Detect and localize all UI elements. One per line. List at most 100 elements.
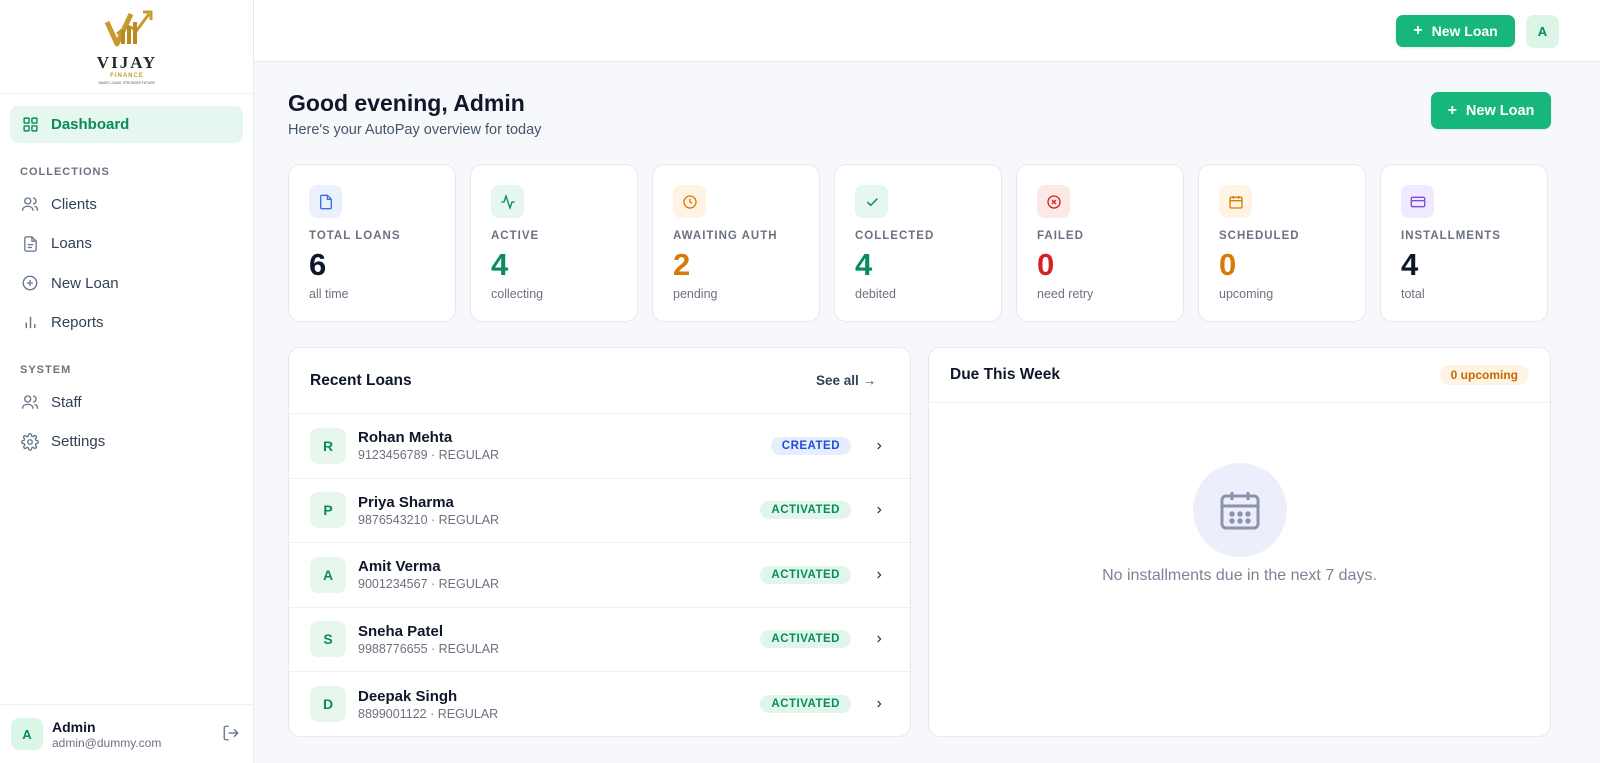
stat-note: total (1401, 287, 1425, 301)
client-name: Priya Sharma (358, 493, 454, 511)
client-meta: 9001234567 · REGULAR (358, 577, 500, 592)
client-avatar: D (310, 686, 346, 723)
see-all-link[interactable]: See all → (815, 373, 876, 388)
stat-note: debited (855, 287, 897, 301)
loan-row[interactable]: R Rohan Mehta 9123456789 · REGULAR CREAT… (289, 414, 910, 479)
stat-value: 0 (1037, 247, 1055, 282)
sidebar-item-dashboard[interactable]: Dashboard (10, 106, 243, 143)
bar-chart-icon (20, 313, 40, 333)
new-loan-button[interactable]: + New Loan (1431, 92, 1551, 129)
loan-row[interactable]: A Amit Verma 9001234567 · REGULAR ACTIVA… (289, 543, 910, 608)
activity-icon (491, 185, 524, 218)
section-collections: COLLECTIONS (20, 165, 110, 178)
upcoming-badge: 0 upcoming (1439, 365, 1529, 385)
sidebar-item-label: Staff (51, 393, 82, 411)
stat-card-awaiting-auth: AWAITING AUTH 2 pending (652, 164, 820, 322)
stat-note: all time (309, 287, 349, 301)
empty-state: No installments due in the next 7 days. (929, 403, 1550, 736)
grid-icon (20, 115, 40, 135)
client-name: Amit Verma (358, 558, 441, 576)
calendar-icon (1192, 463, 1287, 557)
user-email: admin@dummy.com (52, 735, 162, 750)
section-system: SYSTEM (20, 363, 72, 376)
sidebar-item-label: Loans (51, 235, 92, 252)
users-icon (20, 392, 40, 412)
sidebar-item-new-loan[interactable]: New Loan (10, 265, 243, 302)
status-badge: ACTIVATED (760, 501, 851, 520)
stat-label: AWAITING AUTH (673, 230, 778, 242)
empty-state-text: No installments due in the next 7 days. (1102, 567, 1377, 584)
stats-row: TOTAL LOANS 6 all time ACTIVE 4 collecti… (288, 164, 1548, 322)
recent-loans-title: Recent Loans (310, 371, 412, 389)
x-circle-icon (1037, 185, 1070, 218)
sidebar-item-reports[interactable]: Reports (10, 304, 243, 341)
user-name: Admin (52, 718, 96, 735)
plus-icon: + (1413, 22, 1423, 39)
stat-note: collecting (491, 287, 544, 301)
status-badge: ACTIVATED (760, 565, 851, 584)
stat-note: upcoming (1219, 287, 1274, 301)
loan-row[interactable]: S Sneha Patel 9988776655 · REGULAR ACTIV… (289, 608, 910, 672)
topbar-avatar[interactable]: A (1526, 15, 1559, 48)
stat-value: 0 (1219, 247, 1237, 282)
topbar-new-loan-button[interactable]: + New Loan (1396, 15, 1515, 47)
due-this-week-card: Due This Week 0 upcoming No installments… (928, 347, 1551, 737)
logout-icon[interactable] (222, 724, 242, 744)
chevron-right-icon (869, 634, 889, 644)
page-subtitle: Here's your AutoPay overview for today (288, 122, 542, 138)
status-badge: CREATED (770, 436, 851, 455)
client-meta: 9876543210 · REGULAR (358, 512, 500, 527)
stat-label: COLLECTED (855, 230, 935, 242)
client-name: Sneha Patel (358, 622, 444, 640)
stat-note: pending (673, 287, 718, 301)
users-icon (20, 194, 40, 214)
sidebar-item-label: Settings (51, 433, 106, 450)
client-avatar: R (310, 427, 346, 464)
file-icon (20, 234, 40, 254)
svg-text:SMART LOANS. STRONGER FUTURE.: SMART LOANS. STRONGER FUTURE. (98, 81, 155, 85)
client-name: Deepak Singh (358, 687, 458, 705)
stat-note: need retry (1037, 287, 1094, 301)
stat-card-installments: INSTALLMENTS 4 total (1380, 164, 1548, 322)
stat-value: 2 (673, 247, 691, 282)
stat-label: INSTALLMENTS (1401, 230, 1501, 242)
sidebar-item-loans[interactable]: Loans (10, 225, 243, 262)
client-avatar: A (310, 556, 346, 593)
page-title: Good evening, Admin (288, 90, 525, 116)
client-meta: 9123456789 · REGULAR (358, 448, 500, 463)
stat-value: 4 (491, 247, 509, 282)
stat-label: FAILED (1037, 230, 1084, 242)
status-badge: ACTIVATED (760, 630, 851, 649)
stat-card-failed: FAILED 0 need retry (1016, 164, 1184, 322)
sidebar: VIJAY FINANCE SMART LOANS. STRONGER FUTU… (0, 0, 254, 763)
recent-loans-card: Recent Loans See all → R Rohan Mehta 912… (288, 347, 911, 737)
calendar-icon (1219, 185, 1252, 218)
client-meta: 8899001122 · REGULAR (358, 706, 499, 721)
sidebar-item-clients[interactable]: Clients (10, 186, 243, 223)
due-this-week-title: Due This Week (950, 366, 1060, 383)
vijay-logo-icon: VIJAY FINANCE SMART LOANS. STRONGER FUTU… (96, 10, 155, 85)
stat-value: 4 (855, 247, 873, 282)
stat-card-active: ACTIVE 4 collecting (470, 164, 638, 322)
svg-text:FINANCE: FINANCE (110, 73, 144, 79)
stat-label: SCHEDULED (1219, 230, 1300, 242)
sidebar-item-settings[interactable]: Settings (10, 423, 243, 460)
plus-icon: + (1447, 101, 1457, 119)
stat-label: TOTAL LOANS (309, 230, 401, 242)
loan-row[interactable]: D Deepak Singh 8899001122 · REGULAR ACTI… (289, 672, 910, 736)
stat-card-total-loans: TOTAL LOANS 6 all time (288, 164, 456, 322)
topbar: + New Loan A (254, 0, 1600, 62)
client-meta: 9988776655 · REGULAR (358, 641, 500, 656)
brand-logo[interactable]: VIJAY FINANCE SMART LOANS. STRONGER FUTU… (0, 0, 253, 94)
chevron-right-icon (869, 505, 889, 515)
sidebar-item-staff[interactable]: Staff (10, 384, 243, 421)
sidebar-item-label: Dashboard (51, 116, 130, 133)
chevron-right-icon (869, 699, 889, 709)
loan-row[interactable]: P Priya Sharma 9876543210 · REGULAR ACTI… (289, 479, 910, 543)
plus-circle-icon (20, 273, 40, 293)
stat-card-scheduled: SCHEDULED 0 upcoming (1198, 164, 1366, 322)
stat-card-collected: COLLECTED 4 debited (834, 164, 1002, 322)
check-icon (855, 185, 888, 218)
gear-icon (20, 432, 40, 452)
sidebar-item-label: Clients (51, 195, 97, 213)
